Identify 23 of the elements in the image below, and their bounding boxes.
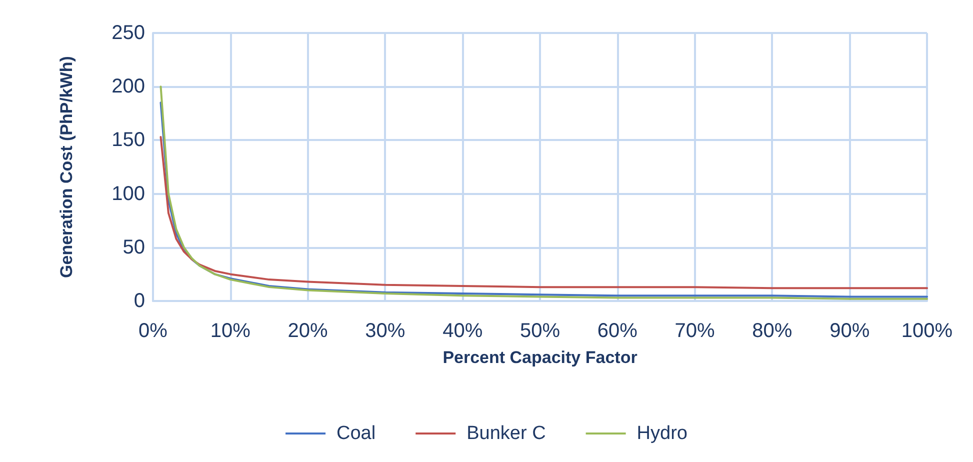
y-tick-label: 0 xyxy=(134,290,145,312)
x-tick-label: 10% xyxy=(210,320,251,342)
x-tick-label: 40% xyxy=(442,320,483,342)
x-tick-label: 100% xyxy=(901,320,953,342)
x-tick-label: 30% xyxy=(365,320,406,342)
y-tick-label: 250 xyxy=(112,22,145,44)
y-axis-title: Generation Cost (PhP/kWh) xyxy=(57,56,76,278)
x-axis-title: Percent Capacity Factor xyxy=(442,348,638,367)
y-tick-label: 50 xyxy=(122,236,145,258)
x-tick-label: 60% xyxy=(597,320,638,342)
x-tick-label: 0% xyxy=(138,320,168,342)
y-tick-label: 100 xyxy=(112,182,145,205)
y-tick-label: 200 xyxy=(112,76,145,98)
x-tick-label: 70% xyxy=(674,320,716,342)
y-tick-label: 150 xyxy=(112,129,145,152)
legend-label: Coal xyxy=(336,423,376,444)
x-tick-label: 50% xyxy=(520,320,560,342)
line-series xyxy=(160,136,928,290)
x-tick-label: 80% xyxy=(752,320,792,342)
x-tick-label: 90% xyxy=(830,320,870,342)
legend-label: Bunker C xyxy=(466,423,546,444)
x-tick-label: 20% xyxy=(288,320,328,342)
legend-label: Hydro xyxy=(636,423,688,444)
